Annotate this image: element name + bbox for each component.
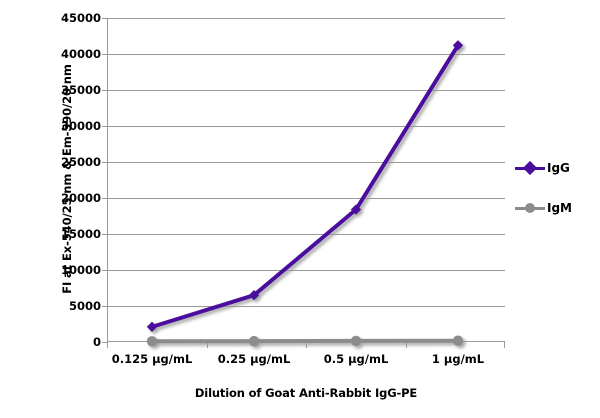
y-axis-tick-mark xyxy=(102,18,107,19)
y-axis-tick-mark xyxy=(102,54,107,55)
gridline xyxy=(107,234,505,235)
plot-area xyxy=(102,18,505,348)
gridline xyxy=(107,306,505,307)
series-igm xyxy=(146,335,464,347)
x-axis-tick-label: 1 µg/mL xyxy=(431,352,485,366)
circle-marker-icon xyxy=(525,203,535,213)
y-axis-tick-label: 25000 xyxy=(60,155,101,169)
gridline xyxy=(107,162,505,163)
data-point-marker xyxy=(350,204,362,215)
data-point-marker xyxy=(350,335,362,347)
y-axis-tick-label: 40000 xyxy=(60,47,101,61)
series-plot xyxy=(146,40,464,347)
y-axis-tick-label: 45000 xyxy=(60,11,101,25)
x-axis-tick-mark xyxy=(107,342,108,348)
y-axis-tick-label: 15000 xyxy=(60,227,101,241)
series-line xyxy=(150,338,460,344)
x-axis-tick-label: 0.125 µg/mL xyxy=(111,352,193,366)
legend-item-igg[interactable]: IgG xyxy=(515,160,570,176)
gridline xyxy=(107,126,505,127)
y-axis-tick-mark xyxy=(102,126,107,127)
data-point-marker xyxy=(452,40,464,51)
diamond-marker-icon xyxy=(522,160,538,176)
legend-swatch-igm xyxy=(515,201,545,215)
gridline xyxy=(107,54,505,55)
series-igg xyxy=(146,40,464,333)
gridline xyxy=(107,270,505,271)
y-axis-tick-label: 0 xyxy=(92,335,101,349)
data-point-marker xyxy=(146,336,158,347)
x-axis-title: Dilution of Goat Anti-Rabbit IgG-PE xyxy=(194,386,418,400)
y-axis-tick-mark xyxy=(102,198,107,199)
x-axis-tick-mark xyxy=(504,342,505,348)
y-axis-tick-label: 5000 xyxy=(68,299,101,313)
y-axis-tick-mark xyxy=(102,306,107,307)
legend-item-igm[interactable]: IgM xyxy=(515,200,572,216)
legend-swatch-igg xyxy=(515,160,545,176)
x-axis-tick-mark xyxy=(406,342,407,348)
y-axis-tick-mark xyxy=(102,234,107,235)
y-axis-tick-label: 20000 xyxy=(60,191,101,205)
y-axis-tick-label: 35000 xyxy=(60,83,101,97)
y-axis-tick-mark xyxy=(102,90,107,91)
y-axis-tick-label: 30000 xyxy=(60,119,101,133)
data-point-marker xyxy=(452,335,464,346)
data-point-marker xyxy=(248,290,260,301)
x-axis-tick-labels: 0.125 µg/mL 0.25 µg/mL 0.5 µg/mL 1 µg/mL xyxy=(107,352,505,372)
gridline xyxy=(107,198,505,199)
x-axis-tick-mark xyxy=(306,342,307,348)
y-axis-tick-label: 10000 xyxy=(60,263,101,277)
x-axis-tick-label: 0.25 µg/mL xyxy=(217,352,291,366)
legend-label: IgG xyxy=(547,161,570,175)
y-axis-line xyxy=(107,18,108,342)
x-axis-tick-label: 0.5 µg/mL xyxy=(323,352,389,366)
y-axis-tick-labels: 0 5000 10000 15000 20000 25000 30000 35000 40000… xyxy=(0,0,101,418)
data-point-marker xyxy=(248,335,260,347)
y-axis-tick-mark xyxy=(102,162,107,163)
gridline xyxy=(107,18,505,19)
y-axis-tick-mark xyxy=(102,270,107,271)
data-point-marker xyxy=(146,321,158,333)
legend-label: IgM xyxy=(547,201,572,215)
series-line xyxy=(150,43,460,329)
gridline xyxy=(107,90,505,91)
y-axis-tick-mark xyxy=(102,342,107,343)
x-axis-tick-mark xyxy=(207,342,208,348)
